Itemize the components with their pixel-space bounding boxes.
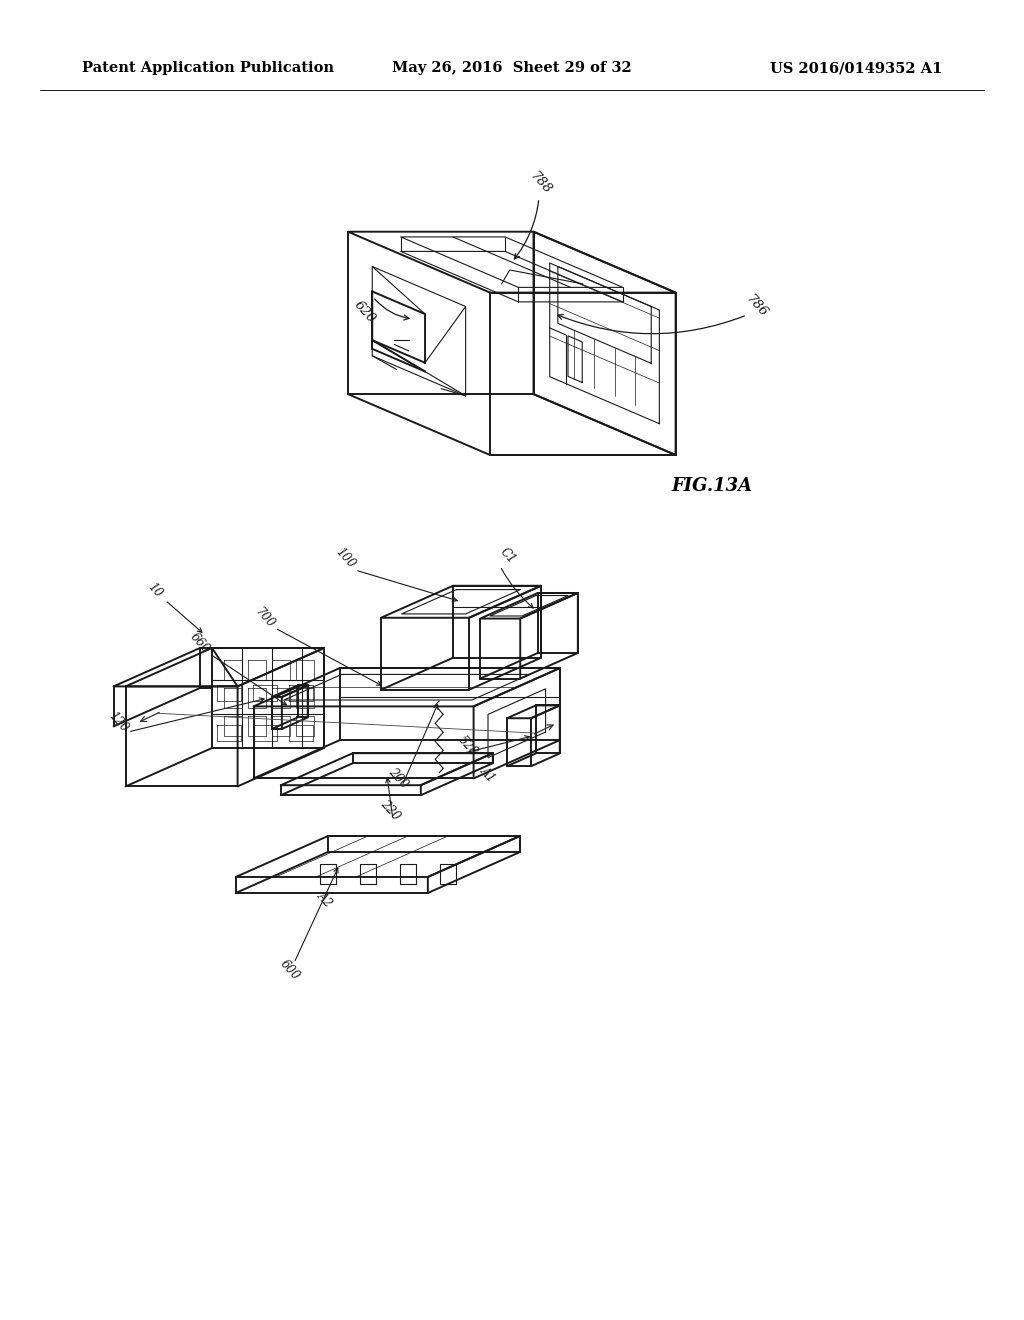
Text: 700: 700 <box>253 606 278 631</box>
Text: 220: 220 <box>378 797 402 822</box>
Text: May 26, 2016  Sheet 29 of 32: May 26, 2016 Sheet 29 of 32 <box>392 61 632 75</box>
Text: 120: 120 <box>105 709 130 735</box>
Text: US 2016/0149352 A1: US 2016/0149352 A1 <box>770 61 942 75</box>
Text: 620: 620 <box>352 298 378 326</box>
Text: 600: 600 <box>278 957 302 982</box>
FancyArrowPatch shape <box>514 201 539 259</box>
FancyArrowPatch shape <box>131 698 264 731</box>
FancyArrowPatch shape <box>375 300 409 319</box>
Text: 788: 788 <box>526 169 553 197</box>
FancyArrowPatch shape <box>463 735 529 754</box>
FancyArrowPatch shape <box>357 570 457 602</box>
Text: 10: 10 <box>145 579 165 599</box>
Text: A2: A2 <box>314 890 335 911</box>
FancyArrowPatch shape <box>278 630 381 685</box>
Text: 528: 528 <box>456 734 480 759</box>
Text: A1: A1 <box>478 764 499 785</box>
FancyArrowPatch shape <box>167 602 202 632</box>
FancyArrowPatch shape <box>212 656 287 705</box>
FancyArrowPatch shape <box>386 779 392 817</box>
FancyArrowPatch shape <box>502 569 534 609</box>
Text: FIG.13A: FIG.13A <box>671 477 753 495</box>
Text: 200: 200 <box>386 766 411 791</box>
FancyArrowPatch shape <box>295 869 338 961</box>
FancyArrowPatch shape <box>403 705 438 784</box>
Text: 786: 786 <box>742 292 769 319</box>
Text: Patent Application Publication: Patent Application Publication <box>82 61 334 75</box>
Text: C1: C1 <box>498 545 518 566</box>
Text: 100: 100 <box>333 545 357 570</box>
Text: 660: 660 <box>187 630 212 656</box>
FancyArrowPatch shape <box>558 314 744 334</box>
